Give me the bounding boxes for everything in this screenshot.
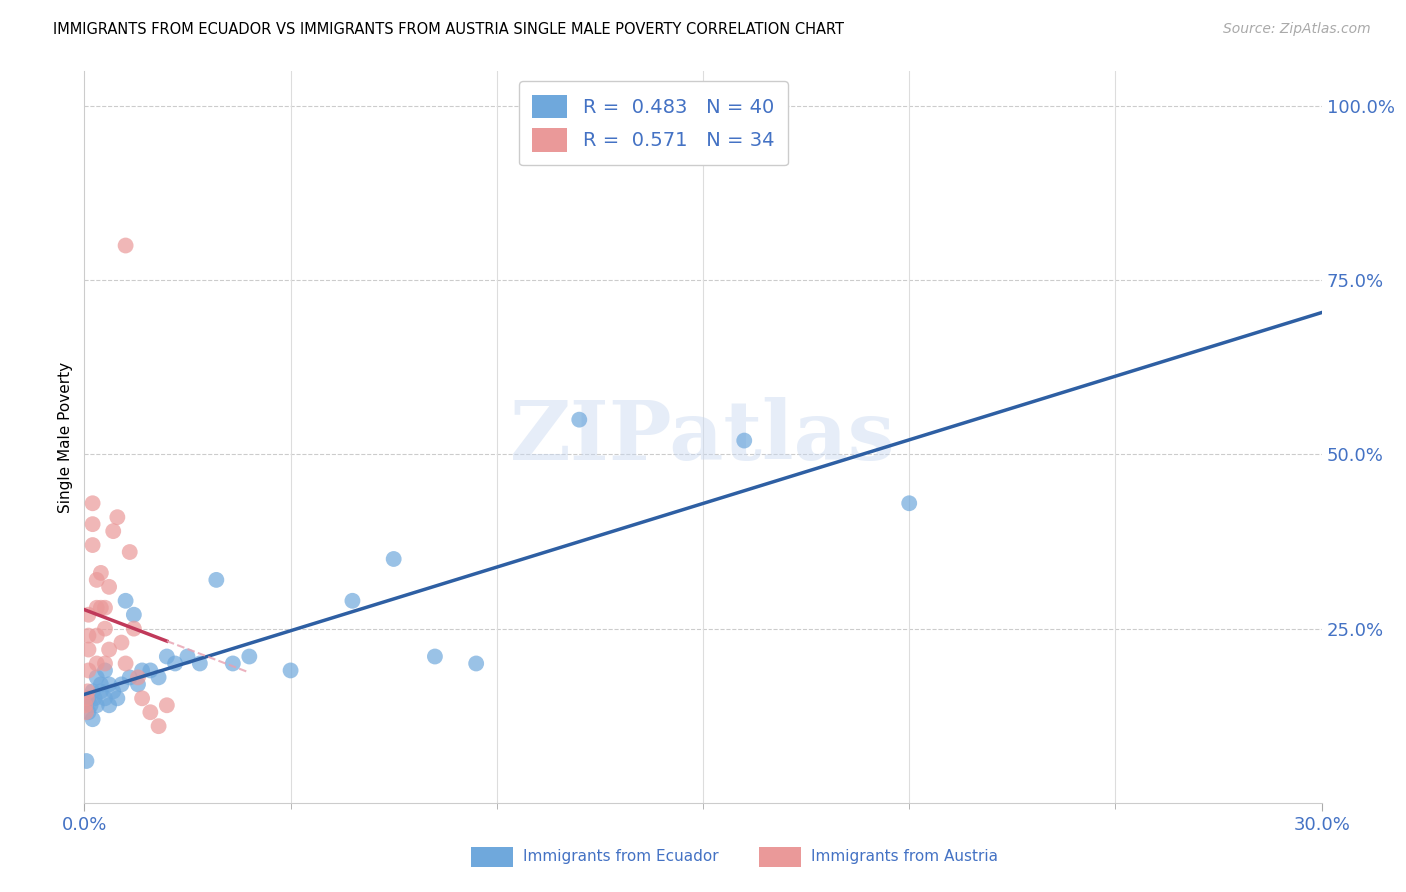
Point [90, 566, 112, 580]
Point [82, 712, 104, 726]
Point [86, 600, 108, 615]
Point [94, 657, 117, 671]
Point [114, 594, 136, 608]
Point [156, 649, 179, 664]
Point [98, 642, 121, 657]
Point [90, 684, 112, 698]
Point [122, 607, 145, 622]
Point [82, 517, 104, 532]
Point [75, 705, 97, 719]
Point [77, 642, 100, 657]
Point [82, 496, 104, 510]
Point [98, 677, 121, 691]
Point [103, 524, 125, 538]
Point [83, 691, 105, 706]
Point [76, 684, 98, 698]
Point [148, 719, 170, 733]
Point [77, 607, 100, 622]
Point [131, 691, 153, 706]
Point [86, 657, 108, 671]
Point [118, 545, 141, 559]
Point [127, 670, 149, 684]
Point [122, 622, 145, 636]
Point [568, 412, 591, 426]
Point [94, 622, 117, 636]
Point [423, 649, 446, 664]
Point [280, 664, 302, 678]
Point [188, 657, 211, 671]
Point [139, 664, 162, 678]
Text: IMMIGRANTS FROM ECUADOR VS IMMIGRANTS FROM AUSTRIA SINGLE MALE POVERTY CORRELATI: IMMIGRANTS FROM ECUADOR VS IMMIGRANTS FR… [53, 22, 845, 37]
Point [110, 635, 132, 649]
Point [110, 677, 132, 691]
Point [156, 698, 179, 713]
Point [103, 684, 125, 698]
Text: ZIPatlas: ZIPatlas [510, 397, 896, 477]
Point [82, 684, 104, 698]
Point [342, 594, 364, 608]
Point [238, 649, 260, 664]
Point [465, 657, 488, 671]
Point [222, 657, 245, 671]
Point [94, 664, 117, 678]
Point [77, 705, 100, 719]
Point [76, 691, 98, 706]
Point [733, 434, 755, 448]
Point [86, 573, 108, 587]
Point [118, 670, 141, 684]
Point [105, 691, 128, 706]
Point [75, 698, 97, 713]
Point [77, 691, 100, 706]
Point [98, 580, 121, 594]
Point [90, 677, 112, 691]
Text: Source: ZipAtlas.com: Source: ZipAtlas.com [1223, 22, 1371, 37]
Point [105, 510, 128, 524]
Point [94, 600, 117, 615]
Point [75, 754, 97, 768]
Point [139, 705, 162, 719]
Point [148, 670, 170, 684]
Legend: R =  0.483   N = 40, R =  0.571   N = 34: R = 0.483 N = 40, R = 0.571 N = 34 [519, 81, 789, 166]
Point [205, 573, 228, 587]
Point [86, 670, 108, 684]
Point [86, 629, 108, 643]
Point [131, 664, 153, 678]
Point [94, 691, 117, 706]
Point [86, 698, 108, 713]
Point [79, 698, 101, 713]
Point [898, 496, 921, 510]
Point [77, 664, 100, 678]
Point [165, 657, 187, 671]
Point [114, 657, 136, 671]
Point [127, 677, 149, 691]
Point [98, 698, 121, 713]
Text: Immigrants from Austria: Immigrants from Austria [811, 849, 998, 863]
Point [77, 629, 100, 643]
Point [82, 538, 104, 552]
Point [382, 552, 405, 566]
Point [114, 238, 136, 252]
Point [176, 649, 198, 664]
Point [90, 600, 112, 615]
Y-axis label: Single Male Poverty: Single Male Poverty [58, 361, 73, 513]
Text: Immigrants from Ecuador: Immigrants from Ecuador [523, 849, 718, 863]
